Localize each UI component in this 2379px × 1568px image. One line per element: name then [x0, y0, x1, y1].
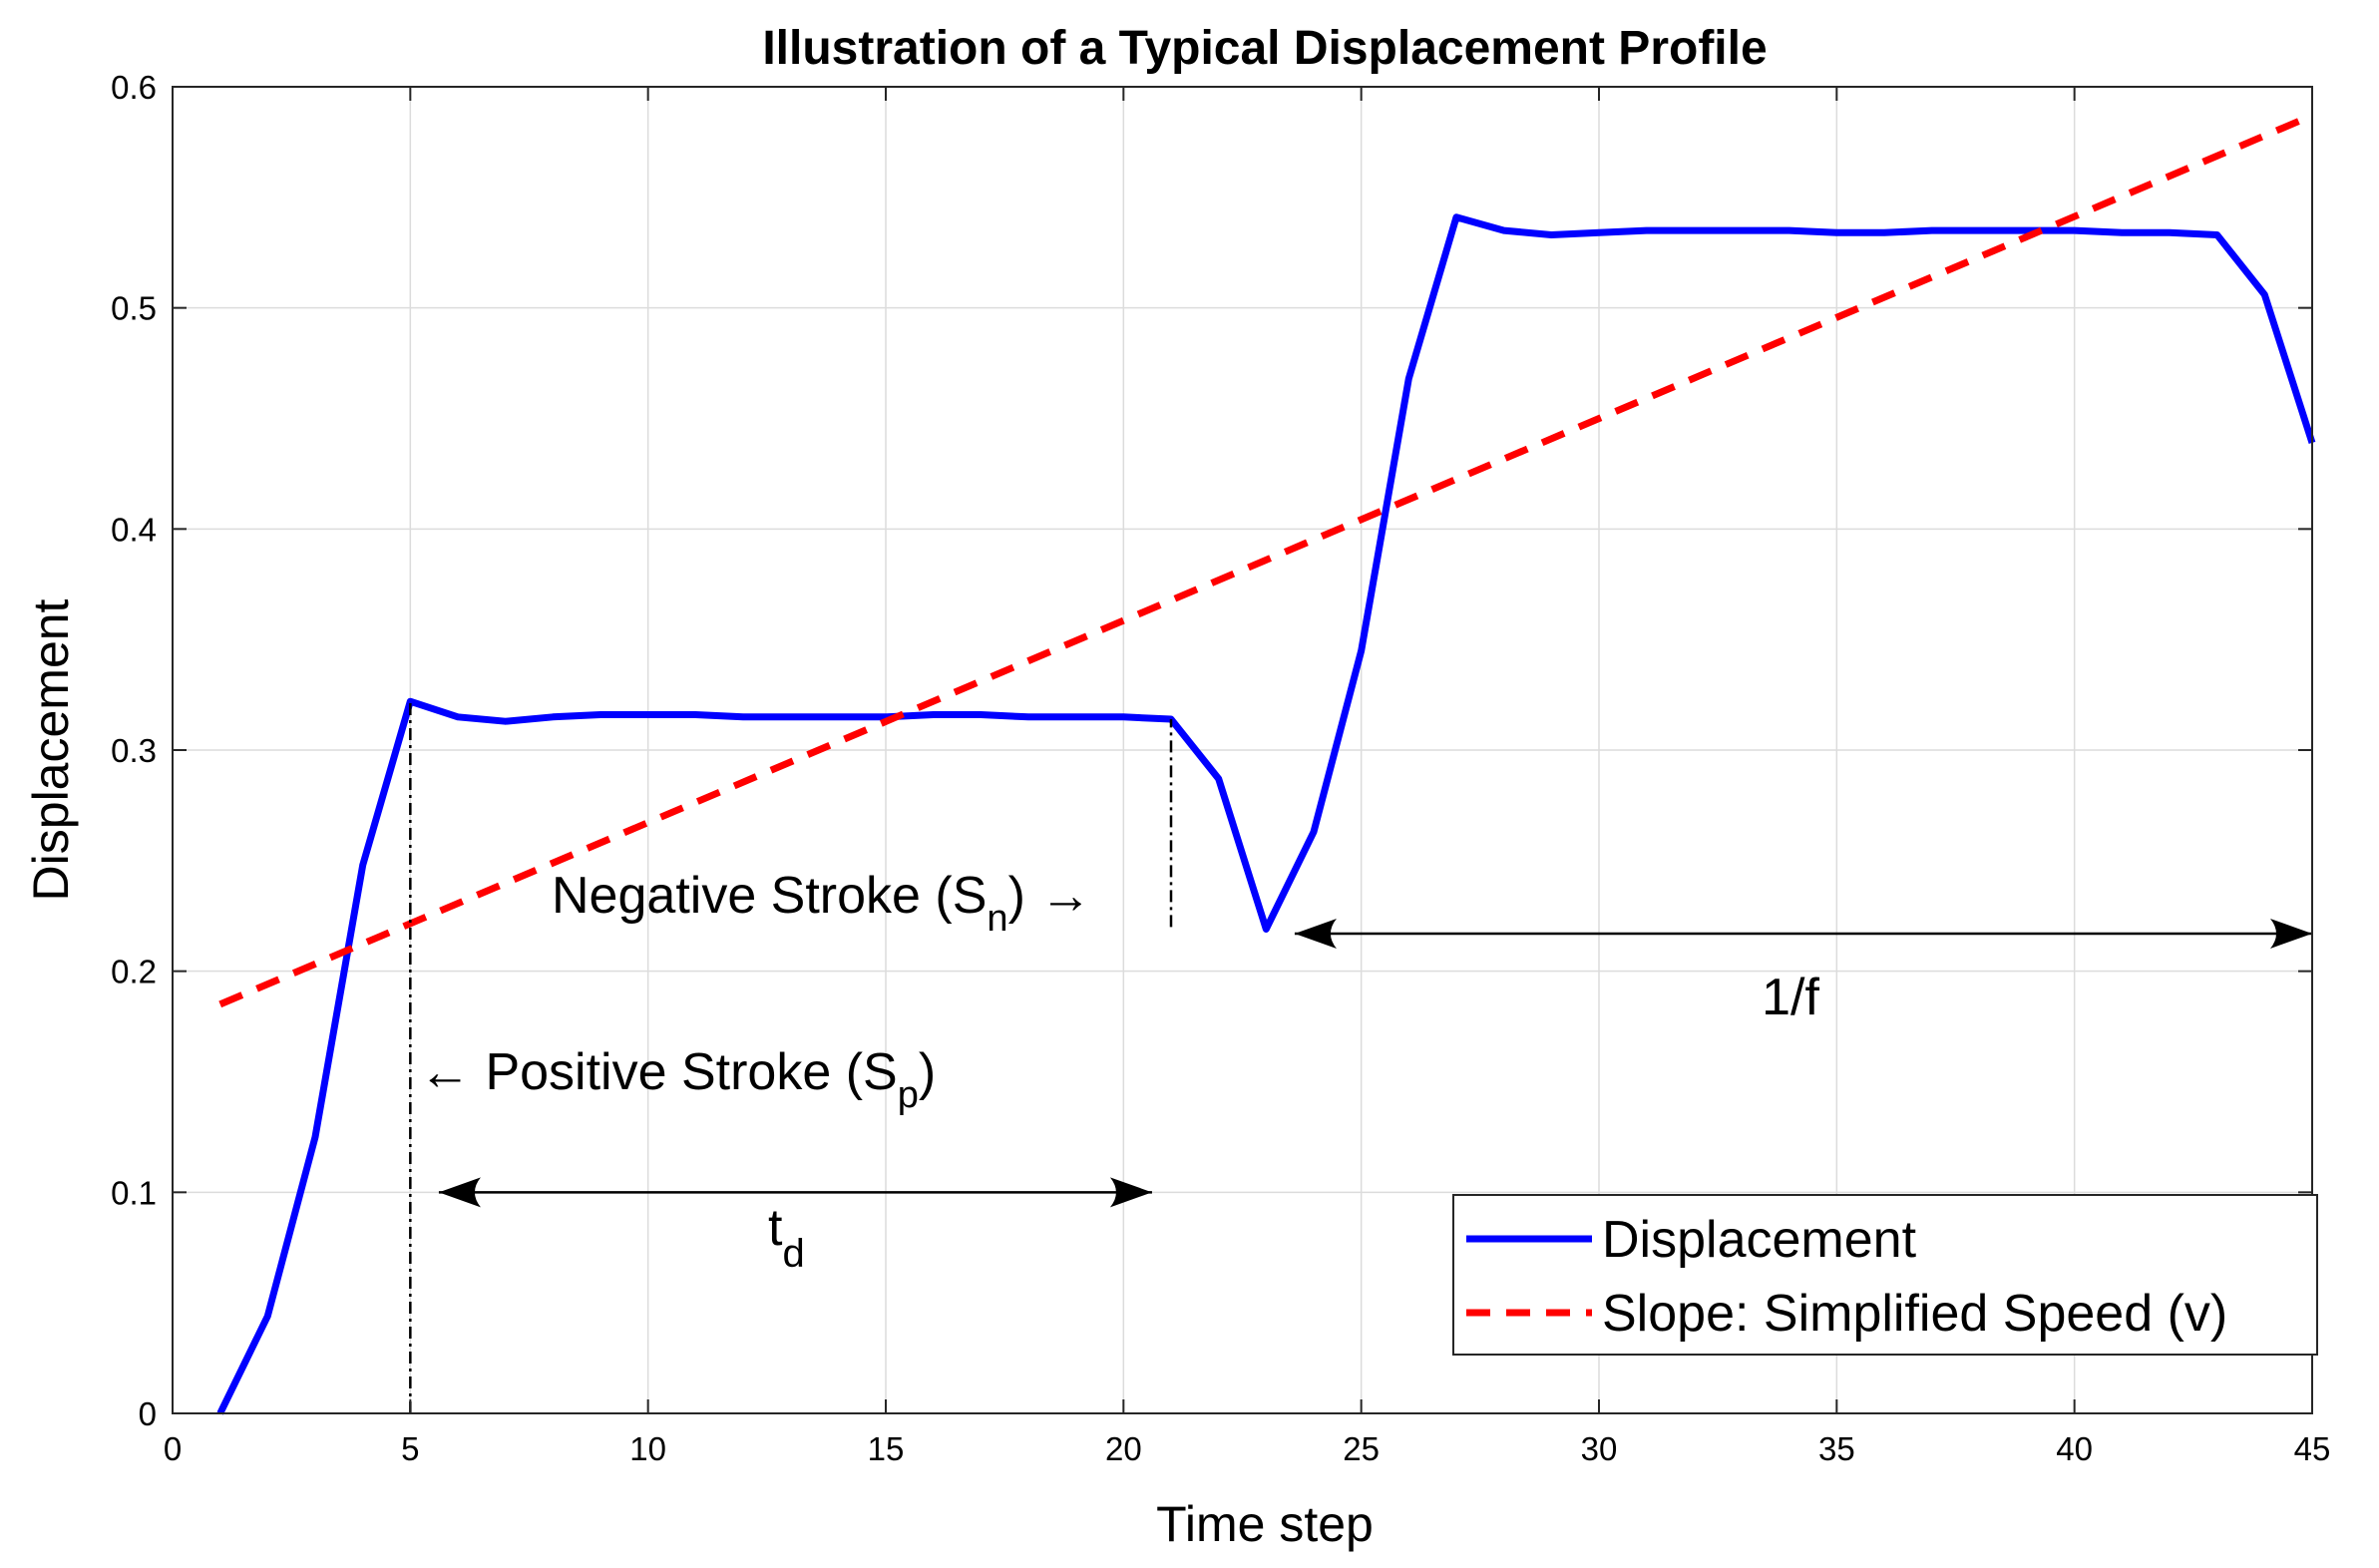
series-line-displacement: [216, 213, 2316, 1415]
annotation-positive-stroke: ← Positive Stroke (Sp): [419, 1043, 936, 1116]
x-tick-label: 5: [401, 1430, 419, 1467]
legend-box: [1452, 1194, 2318, 1356]
y-tick-label: 0: [139, 1395, 157, 1432]
annotations-group: Negative Stroke (Sn) → ← Positive Stroke…: [419, 867, 1819, 1276]
markers-group: [409, 701, 2312, 1413]
y-tick-label: 0.1: [111, 1174, 157, 1211]
ticks-group: 0 5 10 15 20 25 30 35 40 45 0 0.1 0.2 0.3 0.4 0.5 0.6: [111, 69, 2330, 1467]
period-arrow-head-right: [2270, 918, 2312, 949]
td-arrow-head-right: [1109, 1177, 1152, 1208]
legend: Displacement Slope: Simplified Speed (v): [1452, 1194, 2318, 1356]
x-tick-label: 35: [1818, 1430, 1855, 1467]
y-tick-label: 0.4: [111, 511, 157, 548]
x-tick-label: 15: [868, 1430, 905, 1467]
annotation-td: td: [768, 1199, 805, 1276]
period-arrow-head-left: [1294, 918, 1337, 949]
x-tick-label: 20: [1105, 1430, 1142, 1467]
series-line-slope: [218, 112, 2314, 1008]
legend-label-slope: Slope: Simplified Speed (v): [1602, 1285, 2227, 1343]
series-group: [216, 112, 2316, 1415]
x-tick-label: 10: [629, 1430, 666, 1467]
x-tick-label: 25: [1343, 1430, 1380, 1467]
x-tick-label: 45: [2294, 1430, 2331, 1467]
td-arrow: [438, 1177, 1152, 1208]
y-tick-label: 0.3: [111, 732, 157, 769]
chart-title: Illustration of a Typical Displacement P…: [762, 22, 1767, 75]
period-arrow: [1294, 918, 2312, 949]
y-tick-label: 0.6: [111, 69, 157, 106]
y-tick-label: 0.5: [111, 290, 157, 327]
td-arrow-head-left: [438, 1177, 481, 1208]
legend-label-displacement: Displacement: [1602, 1211, 1917, 1269]
x-tick-label: 0: [164, 1430, 182, 1467]
y-tick-label: 0.2: [111, 954, 157, 990]
x-tick-label: 30: [1581, 1430, 1618, 1467]
annotation-negative-stroke: Negative Stroke (Sn) →: [552, 867, 1091, 940]
y-axis-title: Displacement: [23, 598, 79, 901]
x-tick-label: 40: [2056, 1430, 2093, 1467]
annotation-period: 1/f: [1762, 969, 1819, 1026]
x-axis-title: Time step: [1156, 1496, 1374, 1552]
